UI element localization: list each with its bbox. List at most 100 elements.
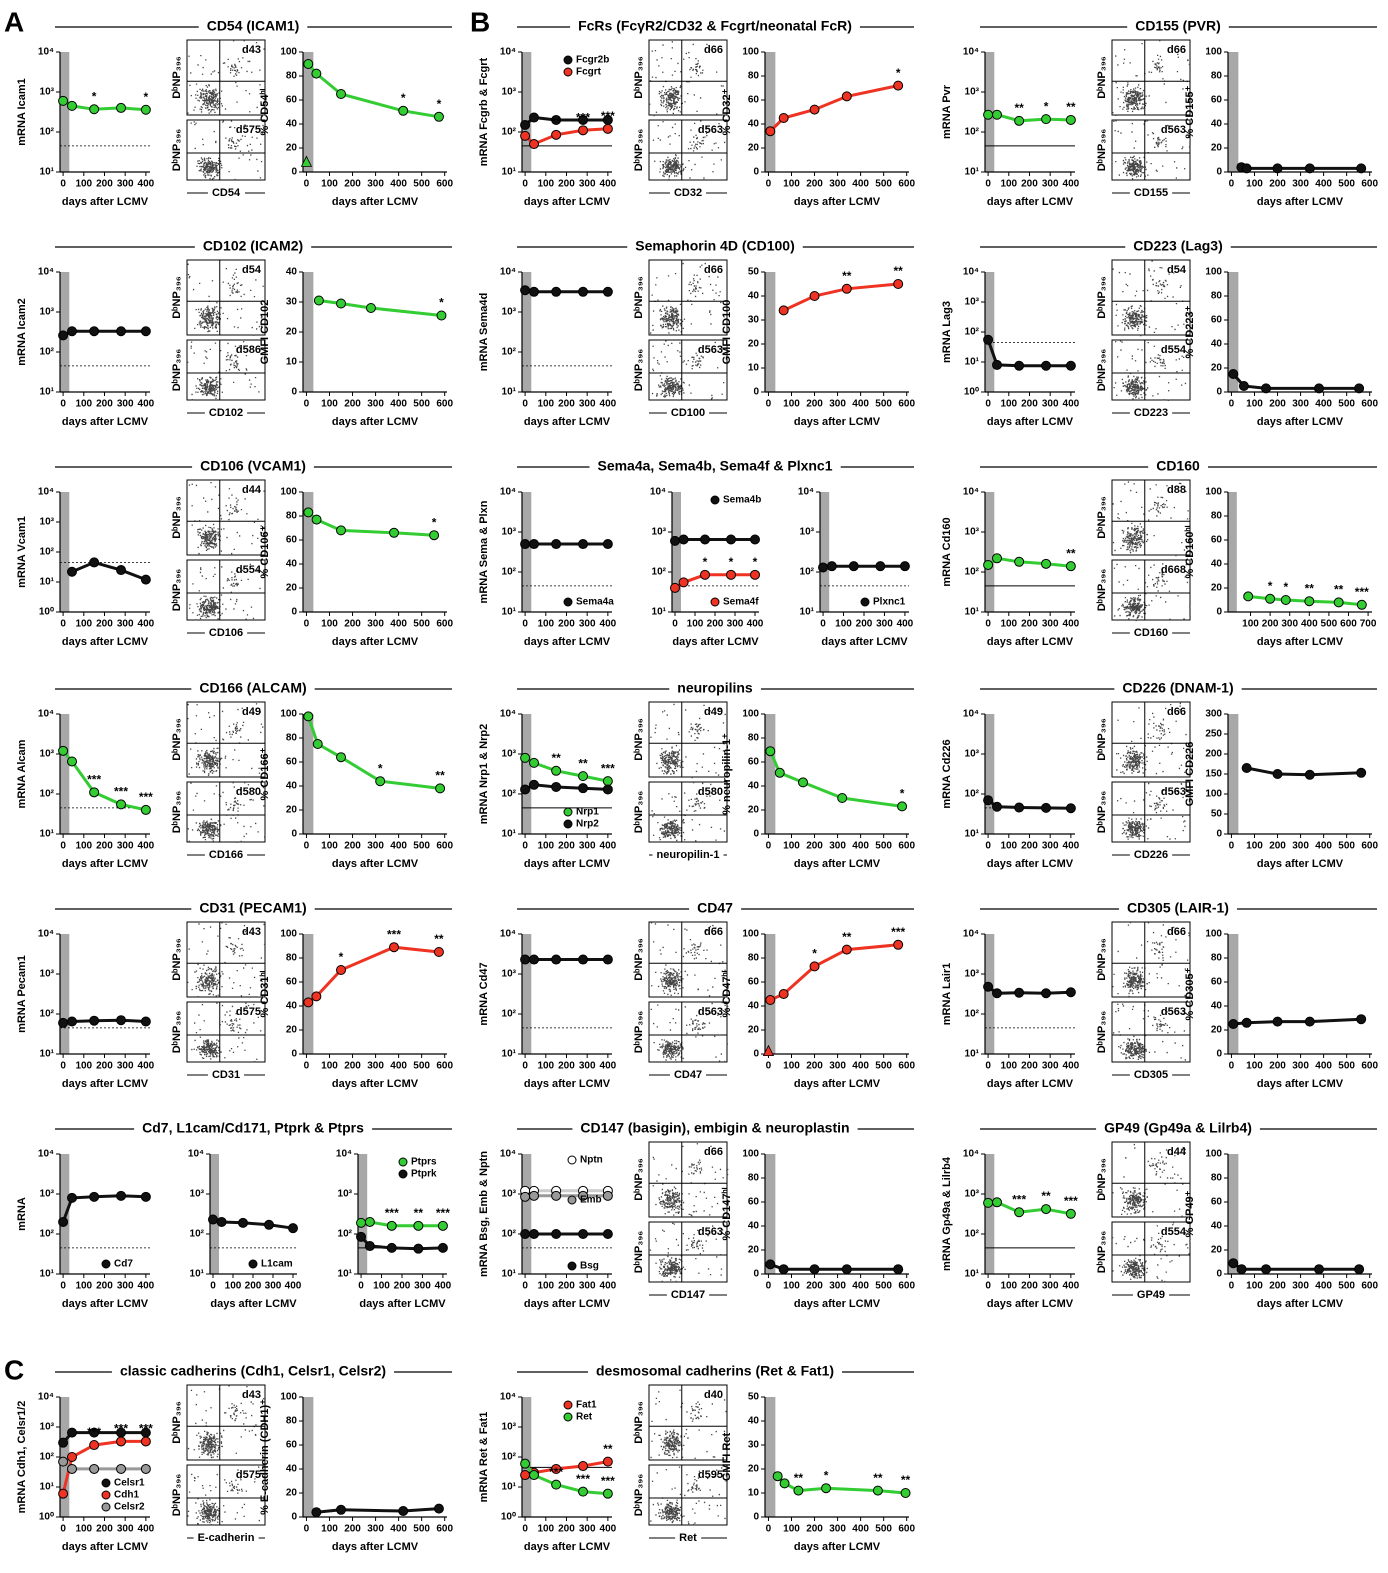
y-tick-label: 10¹	[40, 167, 55, 178]
y-tick-label: 80	[286, 733, 298, 744]
flow-day: d563	[698, 124, 723, 136]
infection-band	[1228, 1154, 1238, 1274]
marker	[312, 515, 321, 524]
y-tick-label: 0	[1216, 607, 1222, 618]
x-axis-label: days after LCMV	[210, 1298, 297, 1310]
flow-x-label: neuropilin-1	[657, 849, 720, 861]
y-axis-label: mRNA Vcam1	[16, 516, 28, 588]
x-tick-label: 300	[367, 841, 384, 852]
y-tick-label: 10⁰	[39, 607, 54, 618]
marker	[387, 1243, 396, 1252]
x-tick-label: 200	[806, 1281, 823, 1292]
marker	[141, 1437, 150, 1446]
x-axis-label: days after LCMV	[794, 1541, 881, 1553]
marker	[727, 535, 736, 544]
marker	[1357, 164, 1366, 173]
y-axis-label: % CD31ʰⁱ	[258, 970, 271, 1017]
y-tick-label: 10²	[502, 789, 517, 800]
marker	[1015, 1208, 1024, 1217]
marker	[434, 1504, 443, 1513]
x-tick-label: 200	[806, 179, 823, 190]
flow-x-label: CD47	[674, 1069, 702, 1081]
x-tick-label: 300	[1292, 841, 1309, 852]
flow-y-label: DᵇNP₃₉₆	[171, 1011, 183, 1054]
x-tick-label: 300	[727, 619, 744, 630]
legend-marker	[564, 56, 572, 64]
y-tick-label: 20	[286, 327, 298, 338]
series-line	[770, 1264, 898, 1269]
legend-marker	[564, 1401, 572, 1409]
y-tick-label: 10³	[40, 87, 55, 98]
x-tick-label: 300	[579, 841, 596, 852]
x-tick-label: 400	[1063, 399, 1080, 410]
y-tick-label: 0	[1216, 829, 1222, 840]
y-tick-label: 100	[1205, 1149, 1222, 1160]
flow-y-label: DᵇNP₃₉₆	[1096, 569, 1108, 612]
x-tick-label: 400	[138, 1281, 155, 1292]
x-tick-label: 600	[898, 1061, 915, 1072]
y-tick-label: 0	[291, 607, 297, 618]
flow-day: d580	[236, 786, 261, 798]
flow-day: d575	[236, 1006, 261, 1018]
marker	[366, 304, 375, 313]
y-axis-label: % CD305⁺	[1184, 967, 1196, 1020]
x-tick-label: 500	[1338, 179, 1355, 190]
x-tick-label: 200	[96, 399, 113, 410]
infection-band	[985, 272, 994, 392]
x-tick-label: 300	[1292, 399, 1309, 410]
significance: ***	[114, 1422, 128, 1436]
legend-label: Celsr1	[114, 1478, 145, 1489]
y-tick-label: 10¹	[502, 1269, 517, 1280]
y-tick-label: 30	[748, 315, 760, 326]
group-title: CD155 (PVR)	[1135, 18, 1221, 34]
legend-label: Sema4f	[723, 597, 759, 608]
group-title: Semaphorin 4D (CD100)	[635, 238, 794, 254]
marker	[579, 126, 588, 135]
marker	[414, 1244, 423, 1253]
x-axis-label: days after LCMV	[332, 858, 419, 870]
marker	[984, 982, 993, 991]
marker	[779, 114, 788, 123]
x-tick-label: 200	[96, 619, 113, 630]
group-title: Cd7, L1cam/Cd171, Ptprk & Ptprs	[142, 1120, 364, 1136]
flow-y-label: DᵇNP₃₉₆	[633, 938, 645, 981]
x-tick-label: 400	[138, 619, 155, 630]
marker	[1281, 596, 1290, 605]
marker	[993, 110, 1002, 119]
marker	[579, 955, 588, 964]
x-tick-label: 200	[806, 841, 823, 852]
x-tick-label: 100	[1000, 841, 1017, 852]
y-tick-label: 100	[1205, 929, 1222, 940]
significance: *	[432, 515, 437, 529]
y-tick-label: 10²	[40, 127, 55, 138]
x-tick-label: 100	[537, 1524, 554, 1535]
marker	[810, 1265, 819, 1274]
x-tick-label: 0	[522, 619, 528, 630]
marker	[141, 327, 150, 336]
x-tick-label: 500	[875, 179, 892, 190]
y-tick-label: 80	[1211, 511, 1223, 522]
x-tick-label: 600	[1361, 399, 1378, 410]
flow-x-label: CD160	[1134, 627, 1168, 639]
y-tick-label: 80	[748, 1173, 760, 1184]
y-tick-label: 100	[1205, 789, 1222, 800]
x-tick-label: 600	[1361, 1061, 1378, 1072]
y-tick-label: 100	[742, 1149, 759, 1160]
marker	[1266, 594, 1275, 603]
marker	[552, 955, 561, 964]
y-tick-label: 10²	[652, 567, 667, 578]
y-tick-label: 40	[1211, 1221, 1223, 1232]
flow-x-label: GP49	[1137, 1289, 1165, 1301]
x-tick-label: 400	[600, 1061, 617, 1072]
significance: ***	[601, 109, 615, 123]
x-axis-label: days after LCMV	[794, 416, 881, 428]
x-axis-label: days after LCMV	[987, 1298, 1074, 1310]
y-tick-label: 0	[291, 167, 297, 178]
y-tick-label: 60	[1211, 977, 1223, 988]
significance: *	[339, 950, 344, 964]
marker	[521, 785, 530, 794]
x-tick-label: 500	[875, 841, 892, 852]
x-tick-label: 0	[304, 399, 310, 410]
marker	[579, 1487, 588, 1496]
y-tick-label: 10³	[190, 1189, 205, 1200]
